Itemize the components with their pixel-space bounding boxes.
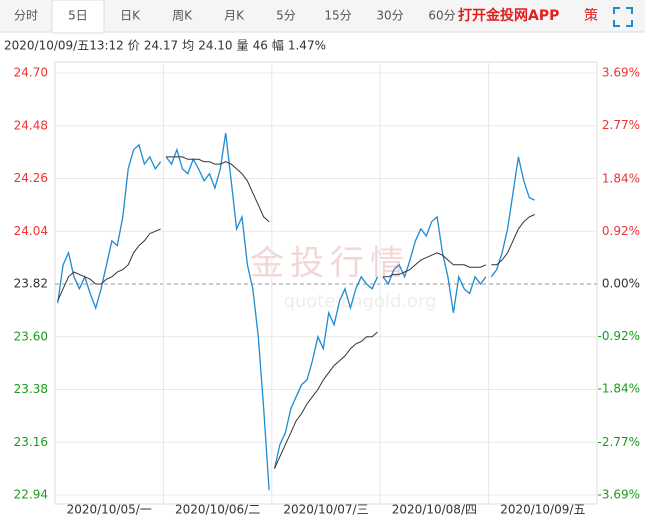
series-line: [57, 156, 535, 469]
y2-tick-label: -0.92%: [598, 329, 640, 343]
tab[interactable]: 30分: [376, 9, 403, 23]
info-time: 2020/10/09/五13:12: [4, 39, 124, 53]
x-tick-label: 2020/10/08/四: [392, 503, 477, 517]
x-tick-label: 2020/10/06/二: [175, 503, 260, 517]
y-tick-label: 23.38: [14, 382, 48, 396]
y2-tick-label: -2.77%: [598, 435, 640, 449]
y-tick-label: 23.82: [14, 277, 48, 291]
y-tick-label: 24.04: [14, 224, 48, 238]
y2-tick-label: 2.77%: [602, 118, 640, 132]
x-tick-label: 2020/10/05/一: [67, 503, 152, 517]
info-avg: 24.10: [198, 39, 232, 53]
y-tick-label: 22.94: [14, 488, 48, 502]
info-avg-label: 均: [182, 39, 194, 53]
series-line: [57, 132, 535, 491]
watermark: 金投行情: [250, 244, 410, 284]
info-price: 24.17: [144, 39, 178, 53]
tab[interactable]: 60分: [428, 9, 455, 23]
y2-tick-label: -1.84%: [598, 382, 640, 396]
plot-frame: [54, 61, 598, 505]
tab[interactable]: 日K: [120, 9, 141, 23]
y-tick-label: 24.48: [14, 118, 48, 132]
tab[interactable]: 分时: [14, 9, 38, 23]
tab[interactable]: 15分: [324, 9, 351, 23]
strategy-button[interactable]: 策: [584, 7, 598, 24]
y2-tick-label: 0.92%: [602, 224, 640, 238]
fullscreen-icon[interactable]: [613, 7, 633, 27]
info-amp: 1.47%: [288, 39, 326, 53]
app-link[interactable]: 打开金投网APP: [458, 7, 559, 24]
watermark-url: quote.cngold.org: [283, 291, 436, 312]
info-amp-label: 幅: [272, 38, 284, 53]
tab[interactable]: 周K: [172, 9, 193, 23]
y-tick-label: 23.16: [14, 435, 48, 449]
y2-tick-label: 3.69%: [602, 66, 640, 80]
y-tick-label: 23.60: [14, 329, 48, 343]
info-price-label: 价: [128, 39, 140, 53]
info-line: 2020/10/09/五13:12 价 24.17 均 24.10 量 46 幅 1.47%: [4, 38, 326, 53]
tab[interactable]: 月K: [224, 9, 245, 23]
x-tick-label: 2020/10/07/三: [283, 503, 368, 517]
tab[interactable]: 5日: [68, 9, 88, 23]
y-tick-label: 24.26: [14, 171, 48, 185]
x-tick-label: 2020/10/09/五: [500, 503, 585, 517]
y2-tick-label: 0.00%: [602, 277, 640, 291]
y2-tick-label: -3.69%: [598, 488, 640, 502]
info-vol-label: 量: [237, 39, 249, 53]
info-vol: 46: [253, 39, 268, 53]
y-tick-label: 24.70: [14, 66, 48, 80]
tab[interactable]: 5分: [276, 9, 296, 23]
tab-bar: [0, 0, 645, 32]
tab-selected: [51, 0, 105, 34]
y2-tick-label: 1.84%: [602, 171, 640, 185]
